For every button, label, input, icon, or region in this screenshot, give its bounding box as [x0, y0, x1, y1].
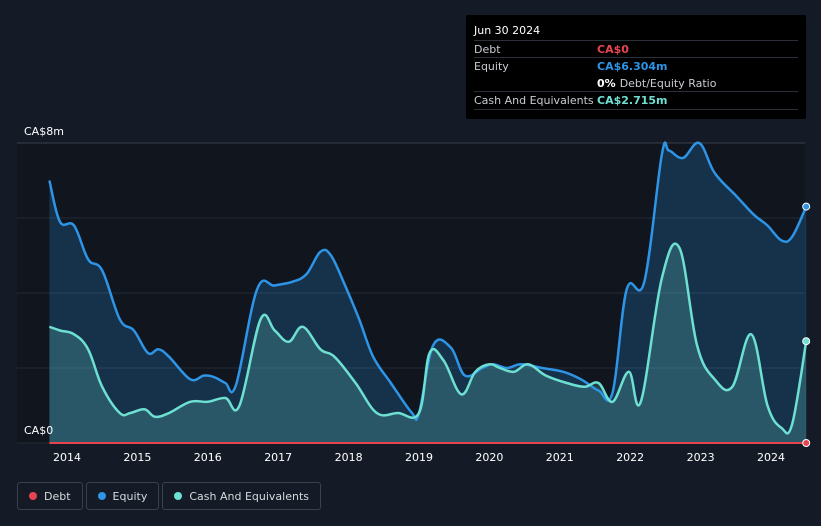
x-tick-label: 2024	[757, 451, 785, 464]
y-axis-bottom-label: CA$0	[24, 424, 54, 437]
tooltip-label-equity: Equity	[474, 59, 509, 73]
x-tick-label: 2023	[687, 451, 715, 464]
x-tick-label: 2019	[405, 451, 433, 464]
tooltip-row-ratio: 0% Debt/Equity Ratio	[474, 75, 798, 91]
tooltip-label-debt: Debt	[474, 42, 501, 56]
equity-end-marker	[802, 202, 811, 211]
legend-label-equity: Equity	[112, 489, 148, 503]
x-tick-label: 2015	[123, 451, 151, 464]
legend-dot-equity	[97, 492, 106, 500]
tooltip-value-ratio: 0%	[597, 76, 616, 90]
legend-item-debt[interactable]: Debt	[17, 482, 83, 510]
legend-label-debt: Debt	[44, 489, 71, 503]
cash-and-equivalents-line	[48, 242, 808, 435]
x-tick-label: 2021	[546, 451, 574, 464]
tooltip-date: Jun 30 2024	[474, 24, 541, 37]
x-tick-label: 2018	[335, 451, 363, 464]
legend-dot-cash	[174, 492, 183, 500]
x-axis-ticks: 2014 2015 2016 2017 2018 2019 2020 2021 2022 2023…	[53, 451, 785, 464]
x-tick-label: 2022	[616, 451, 644, 464]
tooltip-divider	[474, 109, 798, 110]
x-tick-label: 2020	[475, 451, 503, 464]
legend: Debt Equity Cash And Equivalents	[17, 482, 321, 510]
tooltip-row-debt: Debt CA$0	[474, 41, 798, 57]
legend-dot-debt	[29, 492, 37, 500]
legend-label-cash: Cash And Equivalents	[189, 489, 309, 503]
tooltip-value-equity: CA$6.304m	[597, 59, 668, 73]
y-axis-top-label: CA$8m	[24, 125, 64, 138]
tooltip-divider	[474, 91, 798, 92]
x-tick-label: 2014	[53, 451, 81, 464]
x-tick-label: 2016	[194, 451, 222, 464]
tooltip-divider	[474, 57, 798, 58]
tooltip-panel: Jun 30 2024 Debt CA$0 Equity CA$6.304m 0…	[466, 15, 806, 119]
cash-and-equivalents-end-marker	[802, 337, 811, 346]
x-tick-label: 2017	[264, 451, 292, 464]
cash-and-equivalents-area	[49, 243, 807, 443]
debt-end-marker	[802, 439, 811, 447]
legend-item-equity[interactable]: Equity	[85, 482, 160, 510]
tooltip-value-debt: CA$0	[597, 42, 629, 56]
tooltip-ratio-suffix: Debt/Equity Ratio	[619, 76, 717, 90]
tooltip-row-cash: Cash And Equivalents CA$2.715m	[474, 92, 798, 108]
series-lines	[48, 141, 808, 445]
tooltip-divider	[474, 40, 798, 41]
legend-item-cash[interactable]: Cash And Equivalents	[162, 482, 321, 510]
tooltip-row-equity: Equity CA$6.304m	[474, 58, 798, 74]
tooltip-label-cash: Cash And Equivalents	[474, 93, 594, 107]
series-end-markers	[802, 202, 811, 447]
tooltip-value-cash: CA$2.715m	[597, 93, 668, 107]
